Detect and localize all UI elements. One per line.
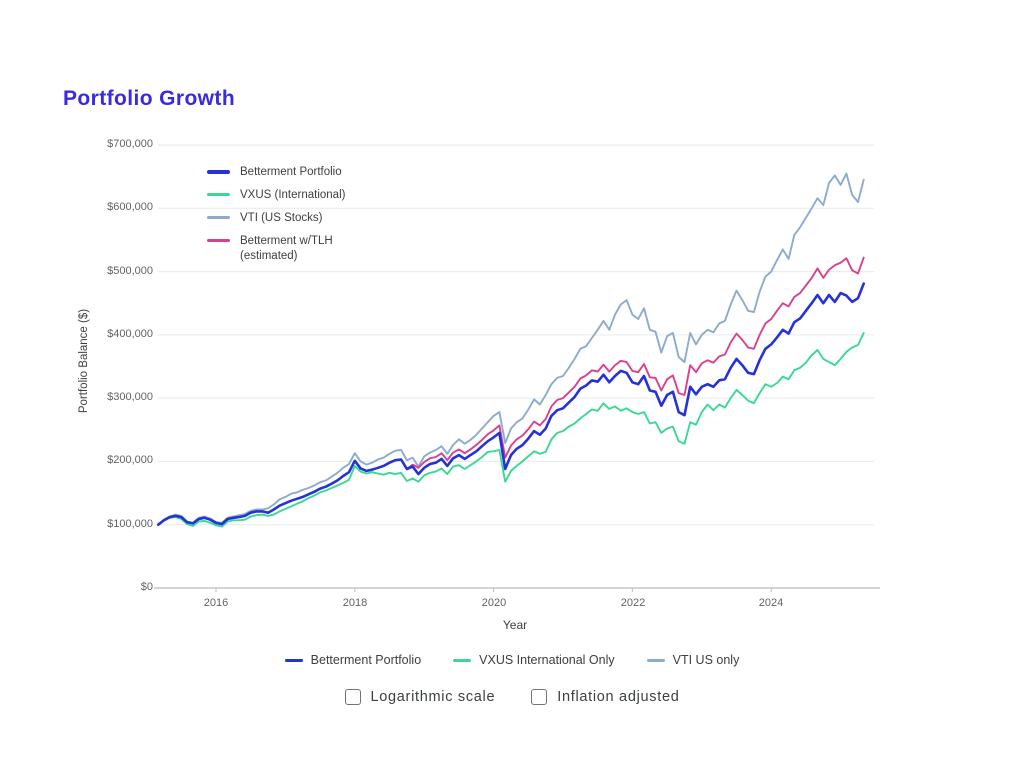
- legend-item-betterment-tlh: Betterment w/TLH (estimated): [207, 234, 352, 264]
- checkbox-label: Inflation adjusted: [557, 689, 680, 705]
- x-axis-tick-label: 2018: [342, 597, 368, 609]
- chart-options: Logarithmic scale Inflation adjusted: [112, 689, 912, 705]
- page-title: Portfolio Growth: [63, 87, 236, 110]
- line-swatch-icon: [453, 658, 472, 662]
- y-axis-tick-label: $700,000: [107, 138, 153, 150]
- bottom-legend: Betterment Portfolio VXUS International …: [112, 653, 912, 667]
- inflation-adjusted-option[interactable]: Inflation adjusted: [531, 689, 679, 705]
- y-axis-tick-label: $100,000: [107, 518, 153, 530]
- line-swatch-icon: [207, 170, 230, 174]
- y-axis-tick-label: $0: [140, 581, 153, 593]
- y-axis-tick-label: $200,000: [107, 454, 153, 466]
- x-axis-tick-label: 2024: [758, 597, 784, 609]
- y-axis-tick-label: $600,000: [107, 201, 153, 213]
- legend-item-vxus: VXUS (International): [207, 188, 352, 203]
- legend-item-vti: VTI (US Stocks): [207, 211, 352, 226]
- x-axis-tick-label: 2022: [620, 597, 646, 609]
- line-swatch-icon: [646, 658, 665, 662]
- bottom-legend-label: VXUS International Only: [479, 653, 615, 667]
- chart-legend: Betterment Portfolio VXUS (International…: [207, 165, 352, 272]
- line-swatch-icon: [207, 215, 230, 220]
- line-swatch-icon: [284, 658, 303, 662]
- y-axis-tick-label: $500,000: [107, 265, 153, 277]
- logarithmic-scale-checkbox[interactable]: [344, 689, 361, 705]
- legend-label: Betterment Portfolio: [240, 166, 342, 178]
- bottom-legend-label: VTI US only: [672, 653, 740, 667]
- x-axis-title: Year: [502, 618, 528, 632]
- legend-label: VXUS (International): [240, 188, 346, 201]
- x-axis-tick-label: 2020: [481, 597, 507, 609]
- y-axis-tick-label: $400,000: [107, 328, 153, 340]
- line-swatch-icon: [207, 238, 230, 243]
- bottom-legend-item-betterment[interactable]: Betterment Portfolio: [284, 653, 422, 667]
- legend-label: VTI (US Stocks): [240, 211, 323, 224]
- line-swatch-icon: [207, 192, 230, 197]
- legend-item-betterment-portfolio: Betterment Portfolio: [207, 165, 352, 180]
- legend-label: Betterment w/TLH (estimated): [240, 234, 333, 262]
- logarithmic-scale-option[interactable]: Logarithmic scale: [344, 689, 496, 705]
- y-axis-tick-label: $300,000: [107, 391, 153, 403]
- y-axis-title: Portfolio Balance ($): [78, 308, 90, 414]
- x-axis-tick-label: 2016: [203, 597, 229, 609]
- inflation-adjusted-checkbox[interactable]: [531, 689, 548, 705]
- bottom-legend-item-vxus[interactable]: VXUS International Only: [453, 653, 615, 667]
- bottom-legend-label: Betterment Portfolio: [310, 653, 422, 667]
- bottom-legend-item-vti[interactable]: VTI US only: [646, 653, 740, 667]
- checkbox-label: Logarithmic scale: [370, 689, 496, 705]
